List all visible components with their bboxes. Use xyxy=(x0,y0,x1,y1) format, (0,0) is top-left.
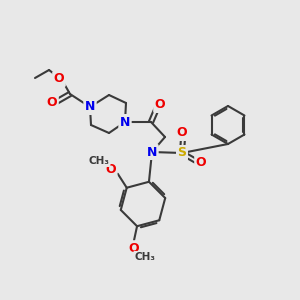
Text: O: O xyxy=(155,98,165,112)
Text: S: S xyxy=(178,146,187,160)
Text: O: O xyxy=(129,242,140,255)
Text: O: O xyxy=(47,95,57,109)
Text: O: O xyxy=(54,73,64,85)
Text: N: N xyxy=(147,146,157,158)
Text: N: N xyxy=(85,100,95,113)
Text: O: O xyxy=(177,127,187,140)
Text: N: N xyxy=(120,116,130,128)
Text: CH₃: CH₃ xyxy=(88,156,109,166)
Text: O: O xyxy=(196,157,206,169)
Text: CH₃: CH₃ xyxy=(134,252,155,262)
Text: O: O xyxy=(105,163,116,176)
